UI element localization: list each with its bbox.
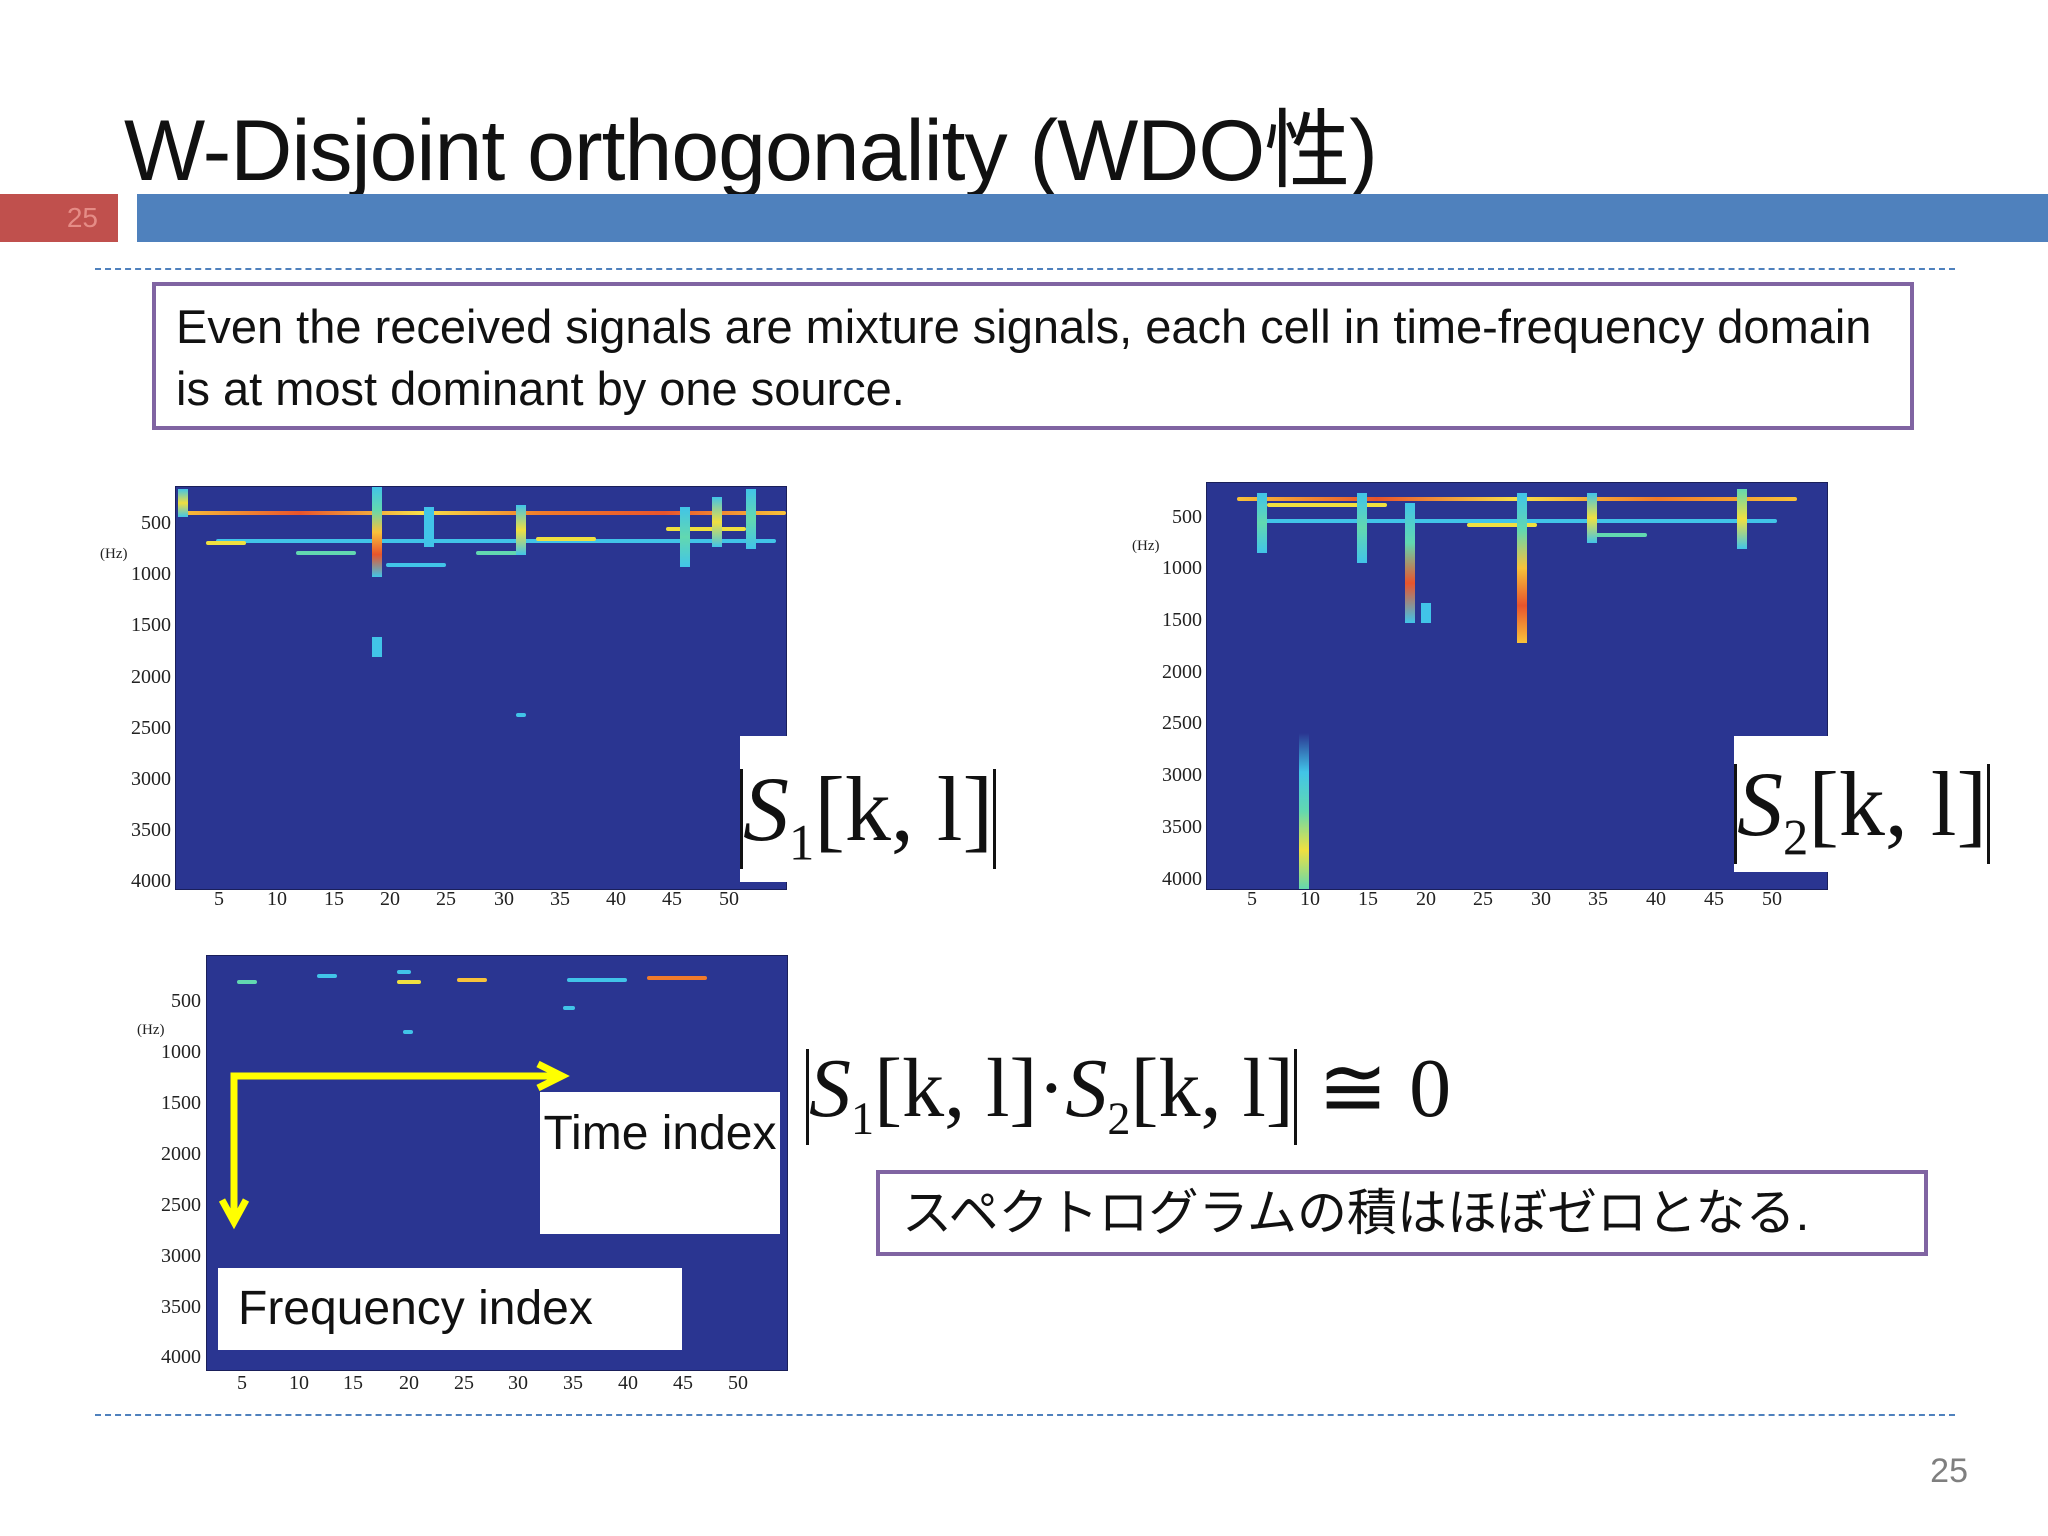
product-x-tick: 30 xyxy=(508,1372,528,1394)
s2-y-tick: 3000 xyxy=(1162,764,1202,786)
product-x-tick: 50 xyxy=(728,1372,748,1394)
s1-x-tick: 40 xyxy=(606,888,626,910)
product-x-tick: 10 xyxy=(289,1372,309,1394)
s1-y-tick: 3500 xyxy=(131,819,171,841)
s2-y-tick: 4000 xyxy=(1162,868,1202,890)
product-y-tick: 3000 xyxy=(161,1245,201,1267)
product-y-tick: 4000 xyxy=(161,1346,201,1368)
product-y-tick: 3500 xyxy=(161,1296,201,1318)
s1-x-tick: 45 xyxy=(662,888,682,910)
s2-y-tick: 1000 xyxy=(1162,557,1202,579)
s2-x-tick: 40 xyxy=(1646,888,1666,910)
s2-x-tick: 25 xyxy=(1473,888,1493,910)
product-y-tick: 2500 xyxy=(161,1194,201,1216)
frequency-index-label: Frequency index xyxy=(218,1268,682,1350)
s1-y-tick: 3000 xyxy=(131,768,171,790)
s1-x-tick: 30 xyxy=(494,888,514,910)
page-number: 25 xyxy=(1930,1452,1968,1490)
top-dashed-divider xyxy=(95,268,1955,270)
s2-x-tick: 15 xyxy=(1358,888,1378,910)
s1-x-tick: 25 xyxy=(436,888,456,910)
formula-s2: S2[k, l] xyxy=(1734,736,1996,872)
product-x-tick: 25 xyxy=(454,1372,474,1394)
product-x-tick: 40 xyxy=(618,1372,638,1394)
s1-x-tick: 35 xyxy=(550,888,570,910)
s1-y-tick: 1500 xyxy=(131,614,171,636)
product-y-unit: (Hz) xyxy=(137,1022,165,1038)
s1-y-tick: 500 xyxy=(141,512,171,534)
s1-y-tick: 2000 xyxy=(131,666,171,688)
product-x-tick: 15 xyxy=(343,1372,363,1394)
s1-x-tick: 50 xyxy=(719,888,739,910)
time-index-label: Time index xyxy=(540,1092,780,1234)
s2-x-tick: 20 xyxy=(1416,888,1436,910)
s2-x-tick: 30 xyxy=(1531,888,1551,910)
spectrogram-s1-plot xyxy=(175,486,787,890)
s2-x-tick: 5 xyxy=(1247,888,1257,910)
s1-y-tick: 4000 xyxy=(131,870,171,892)
s2-y-unit: (Hz) xyxy=(1132,538,1160,554)
s1-x-tick: 10 xyxy=(267,888,287,910)
s1-y-tick: 1000 xyxy=(131,563,171,585)
s2-y-tick: 500 xyxy=(1172,506,1202,528)
slide-title: W-Disjoint orthogonality (WDO性) xyxy=(124,103,1378,199)
s1-x-tick: 20 xyxy=(380,888,400,910)
product-x-tick: 45 xyxy=(673,1372,693,1394)
s1-x-tick: 5 xyxy=(214,888,224,910)
formula-product: S1[k, l]·S2[k, l] ≅ 0 xyxy=(806,1024,1451,1154)
s1-y-unit: (Hz) xyxy=(100,546,128,562)
s2-y-tick: 2500 xyxy=(1162,712,1202,734)
intro-text: Even the received signals are mixture si… xyxy=(176,300,1872,415)
title-bar xyxy=(137,194,2048,242)
s2-y-tick: 3500 xyxy=(1162,816,1202,838)
product-x-tick: 5 xyxy=(237,1372,247,1394)
s2-x-tick: 10 xyxy=(1300,888,1320,910)
slide-number-tab: 25 xyxy=(0,194,118,242)
intro-textbox: Even the received signals are mixture si… xyxy=(152,282,1914,430)
s2-y-tick: 2000 xyxy=(1162,661,1202,683)
s1-y-tick: 2500 xyxy=(131,717,171,739)
product-x-tick: 35 xyxy=(563,1372,583,1394)
s2-x-tick: 35 xyxy=(1588,888,1608,910)
product-x-tick: 20 xyxy=(399,1372,419,1394)
spectrogram-s2-plot xyxy=(1206,482,1828,890)
product-y-tick: 500 xyxy=(171,990,201,1012)
s2-y-tick: 1500 xyxy=(1162,609,1202,631)
product-y-tick: 1000 xyxy=(161,1041,201,1063)
product-y-tick: 2000 xyxy=(161,1143,201,1165)
index-arrows xyxy=(218,1060,570,1230)
s2-x-tick: 45 xyxy=(1704,888,1724,910)
japanese-note-text: スペクトログラムの積はほぼゼロとなる. xyxy=(902,1185,1810,1241)
s2-x-tick: 50 xyxy=(1762,888,1782,910)
s1-x-tick: 15 xyxy=(324,888,344,910)
product-y-tick: 1500 xyxy=(161,1092,201,1114)
japanese-note-textbox: スペクトログラムの積はほぼゼロとなる. xyxy=(876,1170,1928,1256)
bottom-dashed-divider xyxy=(95,1414,1955,1416)
formula-s1: S1[k, l] xyxy=(740,736,1010,882)
